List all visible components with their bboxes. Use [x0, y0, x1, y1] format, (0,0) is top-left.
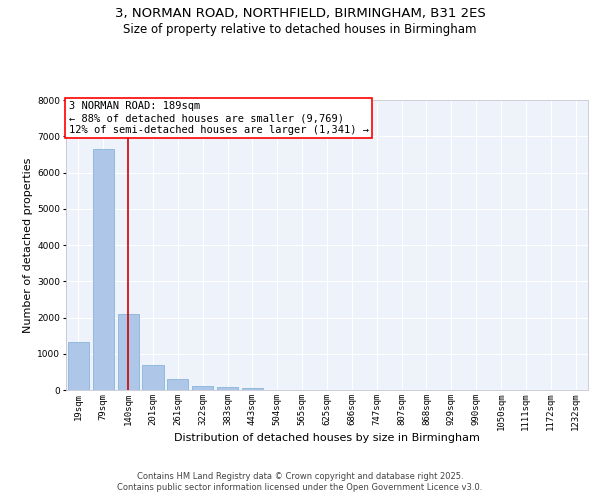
- Text: 3 NORMAN ROAD: 189sqm
← 88% of detached houses are smaller (9,769)
12% of semi-d: 3 NORMAN ROAD: 189sqm ← 88% of detached …: [68, 102, 368, 134]
- Bar: [217, 388, 238, 390]
- Bar: [68, 342, 89, 390]
- X-axis label: Distribution of detached houses by size in Birmingham: Distribution of detached houses by size …: [174, 433, 480, 443]
- Text: 3, NORMAN ROAD, NORTHFIELD, BIRMINGHAM, B31 2ES: 3, NORMAN ROAD, NORTHFIELD, BIRMINGHAM, …: [115, 8, 485, 20]
- Bar: [242, 388, 263, 390]
- Text: Contains HM Land Registry data © Crown copyright and database right 2025.
Contai: Contains HM Land Registry data © Crown c…: [118, 472, 482, 492]
- Bar: [118, 314, 139, 390]
- Bar: [192, 386, 213, 390]
- Bar: [93, 149, 114, 390]
- Bar: [167, 379, 188, 390]
- Bar: [142, 366, 164, 390]
- Y-axis label: Number of detached properties: Number of detached properties: [23, 158, 33, 332]
- Text: Size of property relative to detached houses in Birmingham: Size of property relative to detached ho…: [123, 22, 477, 36]
